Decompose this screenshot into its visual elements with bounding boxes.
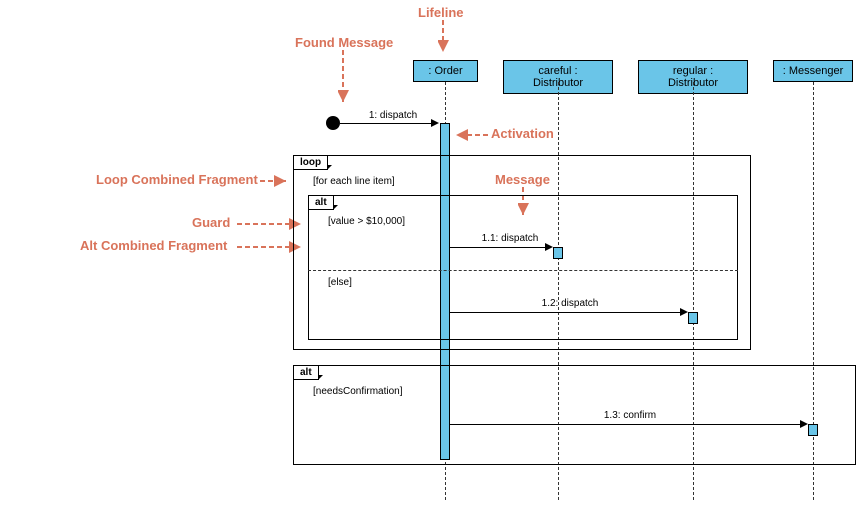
fragment-loop-label: loop — [294, 156, 328, 170]
msg-dispatch-2: 1.2: dispatch — [530, 298, 610, 309]
msg-dispatch-0: 1: dispatch — [358, 110, 428, 121]
msg-line-2 — [450, 312, 682, 313]
msg-confirm: 1.3: confirm — [590, 410, 670, 421]
alt1-separator — [308, 270, 738, 271]
annotation-loop-fragment: Loop Combined Fragment — [96, 172, 258, 187]
annotation-guard: Guard — [192, 215, 230, 230]
annotation-arrow-loop — [260, 174, 294, 188]
arrow-0 — [431, 119, 439, 127]
msg-dispatch-1: 1.1: dispatch — [470, 233, 550, 244]
annotation-arrow-lifeline — [438, 20, 458, 60]
annotation-alt-fragment: Alt Combined Fragment — [80, 238, 227, 253]
guard-alt2: [needsConfirmation] — [313, 386, 403, 397]
guard-alt1-2: [else] — [328, 277, 352, 288]
annotation-arrow-activation — [450, 128, 490, 142]
fragment-alt2-label: alt — [294, 366, 319, 380]
msg-line-3 — [450, 424, 802, 425]
arrow-1 — [545, 243, 553, 251]
lifeline-order: : Order — [413, 60, 478, 82]
fragment-alt2: alt — [293, 365, 856, 465]
msg-line-1 — [450, 247, 547, 248]
guard-loop: [for each line item] — [313, 176, 395, 187]
lifeline-messenger: : Messenger — [773, 60, 853, 82]
activation-careful — [553, 247, 563, 259]
msg-line-0 — [340, 123, 433, 124]
annotation-found-message: Found Message — [295, 35, 393, 50]
annotation-arrow-found — [338, 50, 358, 110]
activation-regular — [688, 312, 698, 324]
annotation-lifeline: Lifeline — [418, 5, 464, 20]
arrow-2 — [680, 308, 688, 316]
annotation-activation: Activation — [491, 126, 554, 141]
found-message-origin — [326, 116, 340, 130]
fragment-alt1-label: alt — [309, 196, 334, 210]
activation-messenger — [808, 424, 818, 436]
arrow-3 — [800, 420, 808, 428]
guard-alt1-1: [value > $10,000] — [328, 216, 405, 227]
